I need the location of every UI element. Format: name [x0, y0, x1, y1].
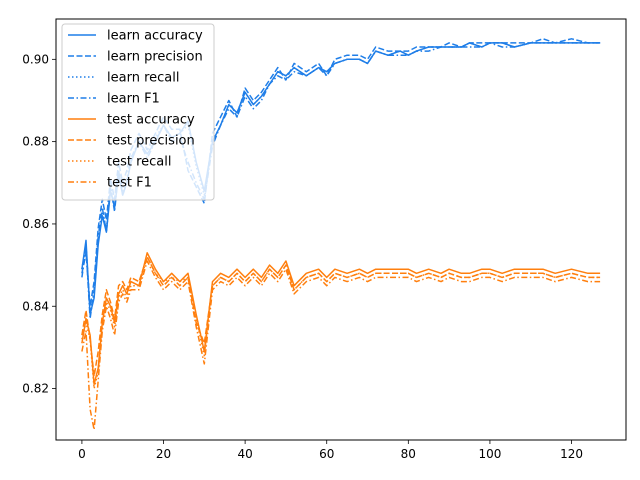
series-line-test-precision	[81, 256, 601, 377]
legend-label-learn-recall: learn recall	[107, 71, 179, 86]
legend: learn accuracy learn precision learn recal…	[61, 23, 215, 201]
legend-label-learn-accuracy: learn accuracy	[107, 29, 203, 44]
legend-label-test-accuracy: test accuracy	[107, 113, 195, 128]
y-tick-label: 0.88	[22, 135, 49, 149]
legend-label-test-f1: test F1	[107, 176, 152, 191]
x-tick-label: 100	[478, 447, 501, 461]
series-line-test-f1	[81, 260, 601, 431]
series-line-test-accuracy	[81, 252, 601, 386]
x-tick-label: 60	[319, 447, 334, 461]
x-tick-label: 20	[156, 447, 171, 461]
y-axis: 0.82 0.84 0.86 0.88 0.90	[22, 52, 56, 396]
y-tick-label: 0.90	[22, 52, 49, 66]
x-axis: 0 20 40 60 80 100 120	[78, 440, 583, 461]
x-tick-label: 120	[560, 447, 583, 461]
y-tick-label: 0.86	[22, 217, 49, 231]
x-tick-label: 80	[401, 447, 416, 461]
x-tick-label: 40	[237, 447, 252, 461]
y-tick-label: 0.82	[22, 382, 49, 396]
legend-label-learn-precision: learn precision	[107, 50, 203, 65]
y-tick-label: 0.84	[22, 299, 49, 313]
legend-label-learn-f1: learn F1	[107, 92, 160, 107]
legend-label-test-recall: test recall	[107, 155, 172, 170]
plot-frame	[55, 18, 627, 441]
legend-label-test-precision: test precision	[107, 134, 195, 149]
legend-box	[61, 23, 215, 201]
x-tick-label: 0	[78, 447, 86, 461]
